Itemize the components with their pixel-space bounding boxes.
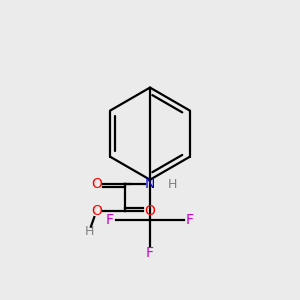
Text: H: H [84, 225, 94, 238]
Text: O: O [145, 204, 155, 218]
Text: F: F [186, 213, 194, 227]
Text: O: O [91, 204, 102, 218]
Text: F: F [146, 245, 154, 260]
Text: F: F [106, 213, 114, 227]
Text: O: O [91, 177, 102, 191]
Text: N: N [145, 177, 155, 191]
Text: H: H [168, 178, 177, 191]
